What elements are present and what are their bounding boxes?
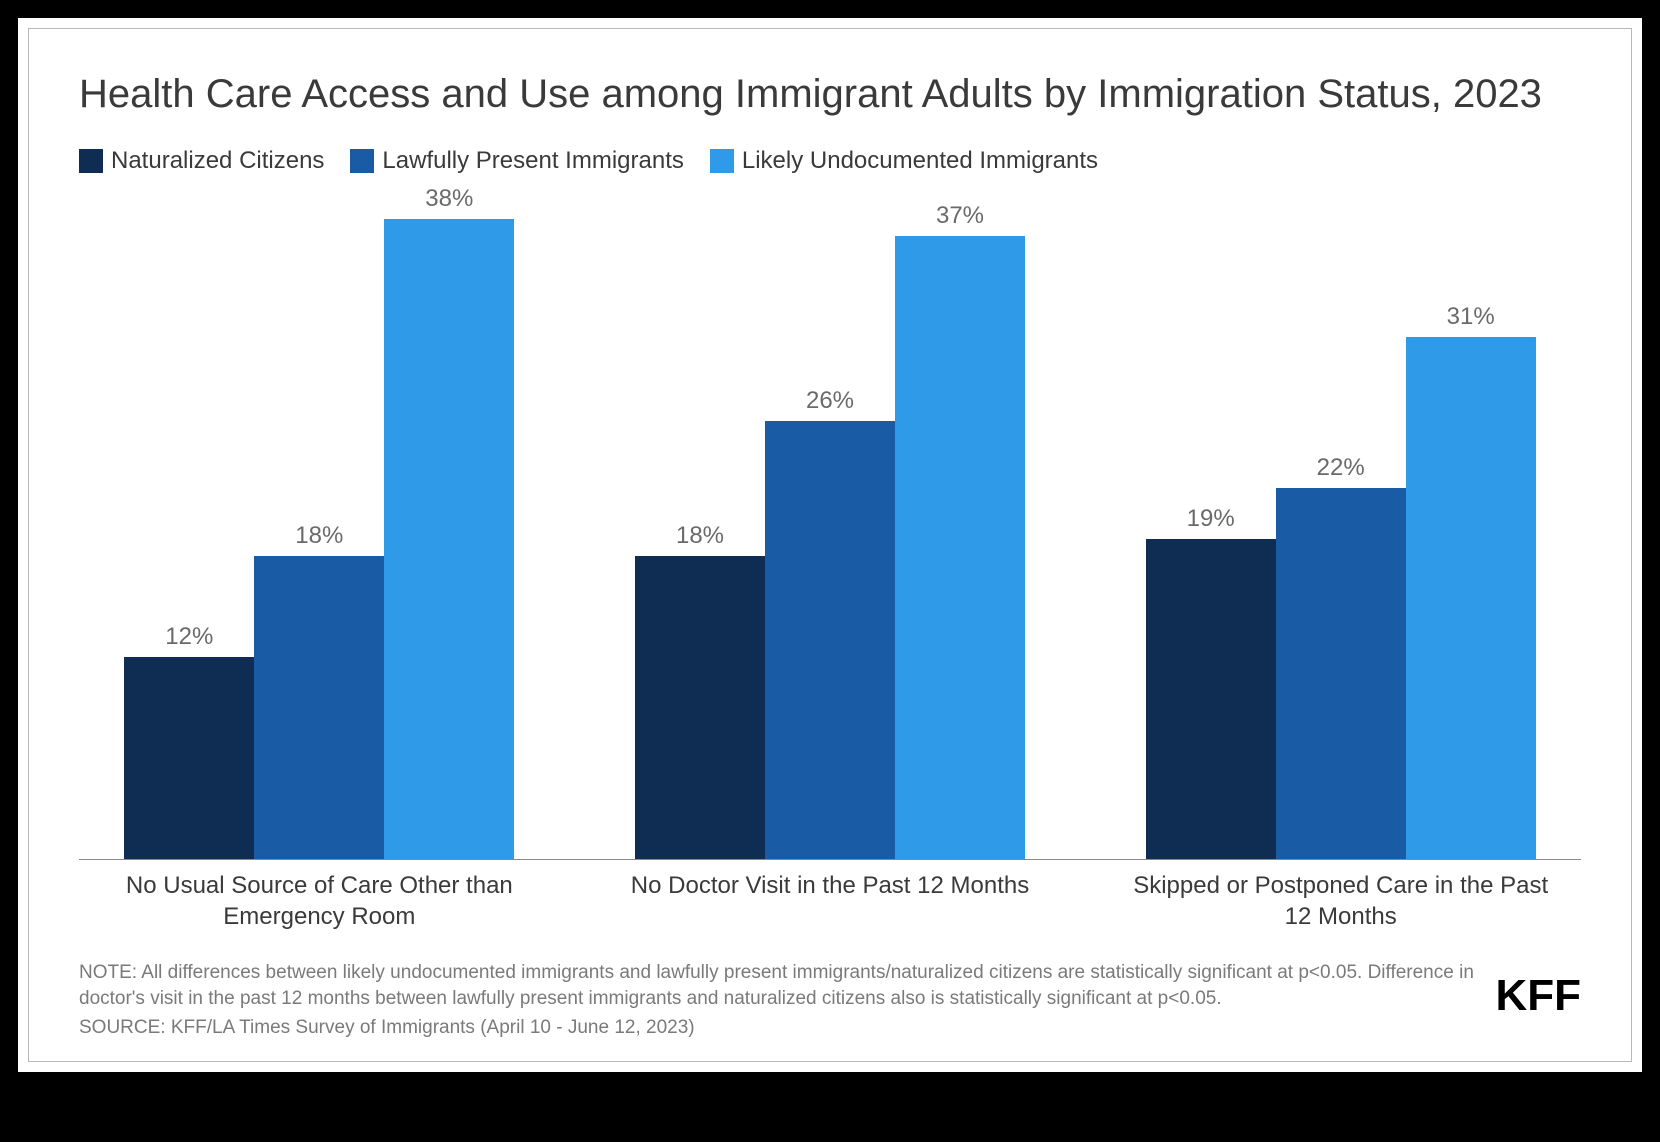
legend-item-undocumented: Likely Undocumented Immigrants <box>710 147 1098 175</box>
category-label: No Doctor Visit in the Past 12 Months <box>620 870 1041 932</box>
chart-inner: Health Care Access and Use among Immigra… <box>28 28 1632 1062</box>
swatch-icon <box>350 149 374 173</box>
bar-value-label: 18% <box>295 522 343 550</box>
bar <box>895 236 1025 859</box>
category-label: No Usual Source of Care Other than Emerg… <box>109 870 530 932</box>
bar-value-label: 18% <box>676 522 724 550</box>
footer: NOTE: All differences between likely und… <box>79 960 1581 1041</box>
bar-wrap: 19% <box>1146 185 1276 859</box>
swatch-icon <box>79 149 103 173</box>
bar-wrap: 12% <box>124 185 254 859</box>
bar-group-2: 19% 22% 31% <box>1130 185 1551 859</box>
bar-value-label: 31% <box>1447 303 1495 331</box>
legend-label: Naturalized Citizens <box>111 147 324 175</box>
bar-wrap: 38% <box>384 185 514 859</box>
legend-item-lawful: Lawfully Present Immigrants <box>350 147 683 175</box>
bar <box>1406 337 1536 859</box>
bar-wrap: 22% <box>1276 185 1406 859</box>
bar-wrap: 18% <box>635 185 765 859</box>
bar-wrap: 31% <box>1406 185 1536 859</box>
bar <box>124 657 254 859</box>
bar-value-label: 38% <box>425 185 473 213</box>
bar <box>635 556 765 859</box>
bar <box>1146 539 1276 859</box>
bars-row: 12% 18% 38% 18% <box>79 185 1581 860</box>
bar-wrap: 18% <box>254 185 384 859</box>
note-text: NOTE: All differences between likely und… <box>79 960 1477 1011</box>
bar <box>1276 488 1406 859</box>
category-label: Skipped or Postponed Care in the Past 12… <box>1130 870 1551 932</box>
bar-value-label: 37% <box>936 202 984 230</box>
legend-item-naturalized: Naturalized Citizens <box>79 147 324 175</box>
chart-title: Health Care Access and Use among Immigra… <box>79 69 1581 119</box>
bar-value-label: 22% <box>1317 454 1365 482</box>
plot-area: 12% 18% 38% 18% <box>79 185 1581 932</box>
chart-card: Health Care Access and Use among Immigra… <box>18 18 1642 1072</box>
source-text: SOURCE: KFF/LA Times Survey of Immigrant… <box>79 1015 1477 1041</box>
bar-value-label: 26% <box>806 387 854 415</box>
bar-value-label: 19% <box>1187 505 1235 533</box>
bar-group-1: 18% 26% 37% <box>620 185 1041 859</box>
swatch-icon <box>710 149 734 173</box>
legend: Naturalized Citizens Lawfully Present Im… <box>79 147 1581 175</box>
bar <box>254 556 384 859</box>
bar-group-0: 12% 18% 38% <box>109 185 530 859</box>
bar <box>384 219 514 859</box>
bar-value-label: 12% <box>165 623 213 651</box>
legend-label: Likely Undocumented Immigrants <box>742 147 1098 175</box>
bar-wrap: 37% <box>895 185 1025 859</box>
bar <box>765 421 895 859</box>
footer-notes: NOTE: All differences between likely und… <box>79 960 1477 1041</box>
category-row: No Usual Source of Care Other than Emerg… <box>79 870 1581 932</box>
legend-label: Lawfully Present Immigrants <box>382 147 683 175</box>
kff-logo: KFF <box>1495 971 1581 1021</box>
bar-wrap: 26% <box>765 185 895 859</box>
